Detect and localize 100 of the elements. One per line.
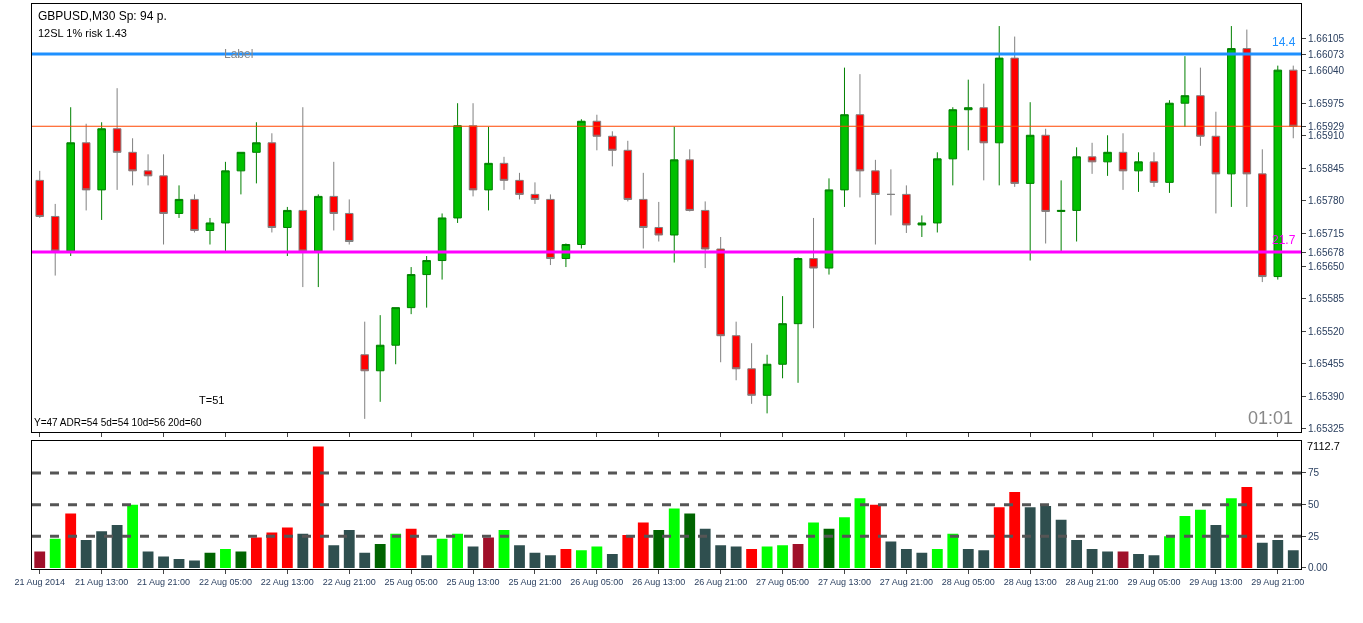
bar bbox=[111, 524, 123, 568]
x-tick-label: 29 Aug 05:00 bbox=[1127, 577, 1181, 588]
candlestick bbox=[97, 121, 106, 221]
y-tick-label: 1.65455 bbox=[1308, 358, 1345, 370]
bar bbox=[668, 508, 680, 568]
y-tick-label: 1.65390 bbox=[1308, 390, 1345, 402]
candlestick bbox=[422, 255, 431, 309]
bar bbox=[1024, 507, 1036, 568]
candlestick bbox=[1103, 134, 1112, 177]
bar bbox=[1256, 542, 1268, 568]
candlestick bbox=[453, 102, 462, 224]
bar bbox=[421, 555, 433, 568]
bar bbox=[653, 529, 665, 568]
bar bbox=[993, 507, 1005, 568]
candlestick bbox=[314, 193, 323, 288]
bar bbox=[1272, 540, 1284, 568]
candlestick bbox=[685, 148, 694, 212]
x-tick-label: 28 Aug 05:00 bbox=[941, 577, 995, 588]
y-tick-label: 1.65585 bbox=[1308, 293, 1345, 305]
bar bbox=[1210, 524, 1222, 568]
bar bbox=[1225, 498, 1237, 568]
candlestick bbox=[731, 321, 741, 381]
bar bbox=[591, 546, 603, 568]
x-tick-label: 25 Aug 13:00 bbox=[446, 577, 500, 588]
candlestick bbox=[81, 123, 91, 211]
bar bbox=[715, 545, 727, 568]
candlestick bbox=[948, 106, 958, 186]
candlestick bbox=[236, 151, 246, 195]
candlestick bbox=[1242, 29, 1252, 208]
y-tick-label: 1.65910 bbox=[1308, 130, 1345, 142]
candlestick bbox=[515, 172, 524, 200]
x-tick-label: 26 Aug 21:00 bbox=[694, 577, 748, 588]
x-tick-label: 28 Aug 21:00 bbox=[1065, 577, 1119, 588]
bar bbox=[281, 527, 293, 568]
y-tick-label: 1.65325 bbox=[1308, 423, 1345, 435]
annotation: 14.4 bbox=[1272, 35, 1296, 49]
bar bbox=[142, 551, 154, 568]
candlestick bbox=[252, 121, 261, 184]
y-tick-label: 1.65845 bbox=[1308, 162, 1345, 174]
bar bbox=[916, 552, 928, 568]
bar bbox=[1040, 505, 1052, 568]
candlestick bbox=[592, 114, 602, 151]
bar bbox=[931, 548, 943, 568]
y-tick-label: 1.65929 bbox=[1308, 120, 1345, 132]
bar bbox=[1086, 548, 1098, 568]
bar bbox=[529, 552, 541, 568]
candlestick bbox=[1056, 179, 1066, 252]
candlestick bbox=[159, 153, 168, 246]
bar bbox=[49, 538, 61, 568]
bar bbox=[405, 528, 417, 568]
x-tick-label: 22 Aug 21:00 bbox=[322, 577, 376, 588]
candlestick bbox=[747, 342, 756, 405]
annotation: T=51 bbox=[199, 394, 225, 406]
x-tick-label: 25 Aug 21:00 bbox=[508, 577, 562, 588]
bar bbox=[978, 550, 990, 568]
candlestick bbox=[50, 203, 60, 277]
y-tick-label: 1.66073 bbox=[1308, 48, 1345, 60]
candlestick bbox=[360, 321, 370, 420]
candlestick bbox=[1165, 99, 1174, 194]
x-tick-label: 26 Aug 05:00 bbox=[570, 577, 624, 588]
candlestick bbox=[1041, 128, 1050, 244]
bar bbox=[1194, 509, 1206, 568]
x-tick-label: 29 Aug 13:00 bbox=[1189, 577, 1243, 588]
candlestick bbox=[979, 83, 989, 181]
x-tick-label: 26 Aug 13:00 bbox=[632, 577, 686, 588]
bar bbox=[761, 546, 773, 568]
candlestick bbox=[35, 170, 45, 219]
y-tick-label: 75 bbox=[1308, 467, 1320, 479]
candlestick bbox=[623, 140, 633, 202]
y-tick-label: 1.65780 bbox=[1308, 195, 1345, 207]
bar bbox=[297, 533, 309, 568]
candlestick bbox=[66, 106, 75, 257]
candlestick bbox=[546, 193, 555, 266]
bar bbox=[839, 517, 850, 568]
x-tick-label: 27 Aug 21:00 bbox=[879, 577, 933, 588]
bar bbox=[560, 548, 572, 568]
bar bbox=[962, 548, 974, 568]
bar bbox=[1133, 554, 1144, 568]
bar bbox=[699, 528, 711, 568]
y-tick-label: 1.65650 bbox=[1308, 260, 1345, 272]
x-tick-label: 22 Aug 05:00 bbox=[198, 577, 252, 588]
candlestick bbox=[608, 130, 617, 167]
bar bbox=[436, 538, 448, 568]
candlestick bbox=[267, 132, 277, 233]
y-tick-label: 1.65520 bbox=[1308, 325, 1345, 337]
bar bbox=[266, 532, 278, 568]
candlestick bbox=[778, 295, 787, 379]
bar bbox=[173, 559, 185, 568]
candlestick bbox=[112, 87, 122, 191]
bar bbox=[622, 535, 634, 568]
candlestick bbox=[205, 217, 215, 246]
x-tick-label: 22 Aug 13:00 bbox=[260, 577, 314, 588]
bar bbox=[947, 533, 959, 568]
candlestick bbox=[283, 206, 292, 257]
candlestick bbox=[1072, 146, 1081, 242]
candlestick bbox=[375, 314, 385, 403]
candlestick bbox=[902, 184, 911, 234]
bar bbox=[127, 504, 139, 568]
x-tick-label: 27 Aug 13:00 bbox=[817, 577, 871, 588]
bar bbox=[1287, 550, 1299, 568]
